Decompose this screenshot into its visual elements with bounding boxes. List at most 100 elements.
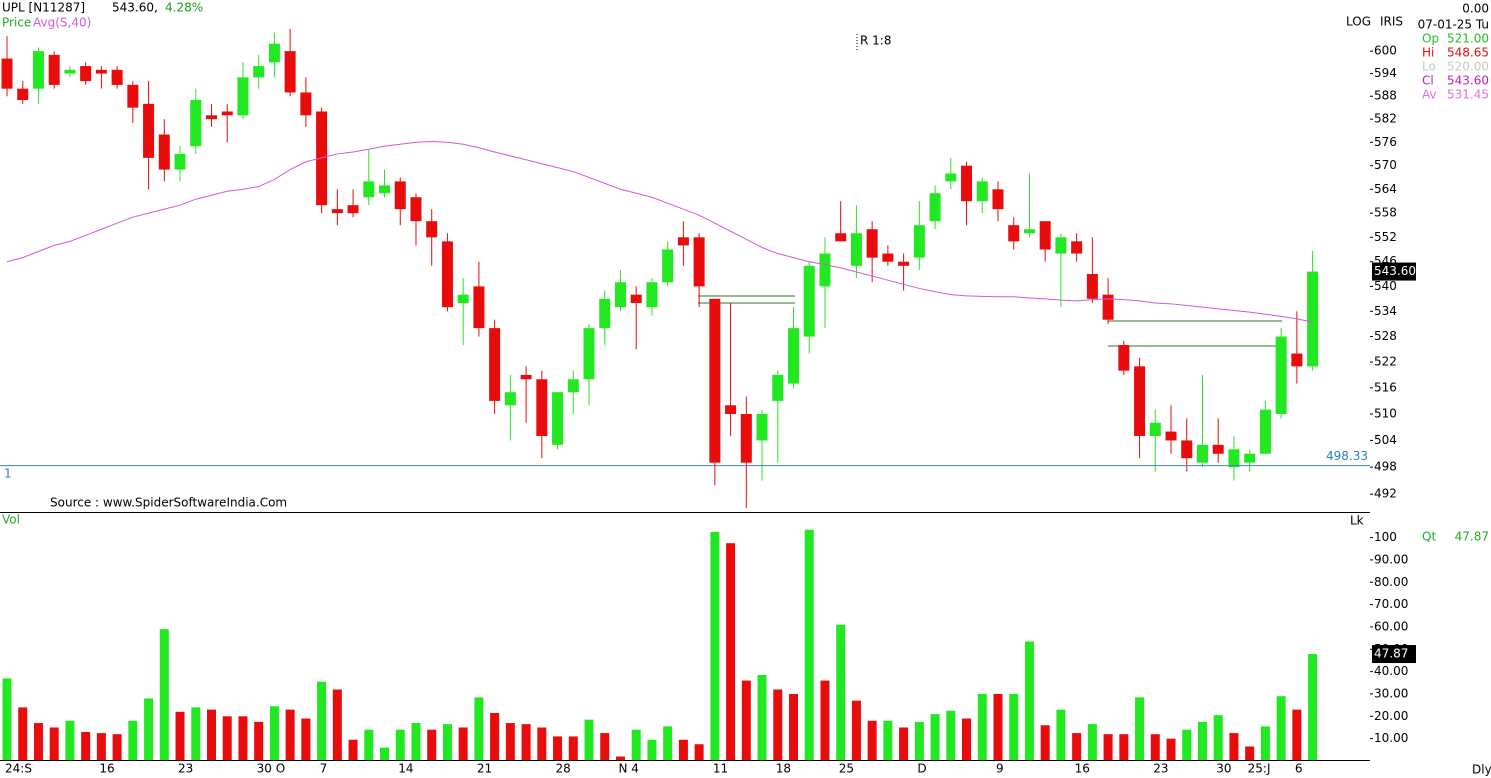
candle-body: [1196, 444, 1208, 463]
ref-index: 1: [4, 467, 12, 481]
volume-bar: [1056, 709, 1066, 760]
candle-body: [32, 51, 44, 89]
y-tick-label: 576: [1374, 135, 1397, 149]
source: Source : www.SpiderSoftwareIndia.Com: [50, 496, 287, 510]
last-price-label: 543.60: [1374, 264, 1416, 278]
x-tick-label: 25:J: [1248, 762, 1271, 776]
volume-bar: [505, 723, 515, 760]
y-tick-label: 594: [1374, 66, 1397, 80]
volume-bar: [175, 711, 185, 760]
candle-body: [709, 298, 721, 463]
candle-body: [1039, 221, 1051, 250]
volume-bar: [411, 723, 421, 760]
info-date: 07-01-25 Tu: [1418, 18, 1489, 32]
info-name: Cl: [1422, 74, 1434, 88]
y-tick-label: 40.00: [1374, 664, 1408, 678]
volume-bar: [128, 720, 138, 760]
volume-bar: [1197, 721, 1207, 760]
volume-bar: [1229, 733, 1239, 760]
volume-bar: [269, 706, 279, 760]
candle-body: [866, 229, 878, 258]
y-tick-label: 504: [1374, 433, 1397, 447]
volume-bar: [1009, 693, 1019, 760]
volume-bar: [1245, 746, 1255, 760]
candle-body: [992, 189, 1004, 210]
candle-body: [835, 233, 847, 242]
volume-bar: [1308, 654, 1318, 760]
y-tick-label: 558: [1374, 206, 1397, 220]
candle-body: [1244, 453, 1256, 463]
legend-entry: Avg(S,40): [33, 16, 91, 30]
candle-body: [882, 253, 894, 262]
volume-bar: [442, 724, 452, 760]
reference-label: 498.33: [1326, 449, 1368, 463]
last-volume-box: [1372, 645, 1416, 664]
x-tick-label: 16: [99, 762, 114, 776]
volume-bar: [1260, 726, 1270, 760]
volume-bar: [820, 680, 830, 760]
candle-body: [379, 185, 391, 194]
volume-bar: [96, 733, 106, 760]
volume-bar: [490, 712, 500, 760]
candle-body: [17, 88, 29, 101]
candle-body: [1071, 241, 1083, 254]
volume-bar: [1040, 725, 1050, 760]
volume-bar: [946, 710, 956, 760]
x-tick-label: 7: [320, 762, 328, 776]
candle-body: [756, 414, 768, 441]
volume-bar: [914, 721, 924, 760]
period-label: Dly: [1472, 763, 1491, 777]
volume-bar: [694, 744, 704, 760]
volume-title: Vol: [2, 513, 20, 527]
volume-bar: [112, 734, 122, 760]
volume-bar: [930, 714, 940, 760]
volume-bar: [726, 543, 736, 760]
candle-body: [929, 193, 941, 222]
candle-body: [599, 298, 611, 329]
qty-label: Qt: [1422, 530, 1436, 544]
candle-body: [410, 197, 422, 222]
volume-bar: [1213, 715, 1223, 760]
volume-bar: [1135, 697, 1145, 760]
volume-bar: [33, 723, 43, 760]
volume-bar: [1276, 696, 1286, 760]
y-tick-label: 510: [1374, 407, 1397, 421]
x-tick-label: 6: [1295, 762, 1303, 776]
volume-bar: [1292, 709, 1302, 760]
candle-body: [205, 115, 217, 120]
candle-body: [536, 379, 548, 437]
symbol-title: UPL [N11287]: [2, 1, 85, 15]
volume-bar: [191, 707, 201, 760]
volume-bar: [81, 731, 91, 760]
volume-bar: [851, 700, 861, 760]
info-value: 0.00: [1462, 2, 1489, 16]
candle-body: [80, 66, 92, 82]
y-tick-label: 492: [1374, 487, 1397, 501]
y-tick-label: 570: [1374, 158, 1397, 172]
volume-bar: [332, 689, 342, 760]
y-tick-label: 552: [1374, 230, 1397, 244]
volume-bar: [836, 624, 846, 760]
candle-body: [1228, 449, 1240, 468]
candle-body: [567, 379, 579, 393]
last-volume-label: 47.87: [1374, 647, 1408, 661]
info-value: 520.00: [1447, 60, 1489, 74]
candle-body: [1212, 444, 1224, 454]
candle-body: [583, 328, 595, 380]
volume-bar: [301, 718, 311, 760]
volume-bar: [458, 727, 468, 760]
candle-body: [662, 249, 674, 283]
candle-body: [268, 43, 280, 63]
x-tick-label: 21: [477, 762, 492, 776]
candle-body: [457, 294, 469, 303]
y-tick-label: 516: [1374, 380, 1397, 394]
volume-bar: [474, 697, 484, 760]
candle-body: [898, 261, 910, 266]
volume-bar: [222, 716, 232, 760]
candle-body: [740, 414, 752, 463]
candle-body: [1008, 225, 1020, 242]
info-name: Hi: [1422, 46, 1434, 60]
candle-body: [64, 69, 76, 74]
x-tick-label: 30: [1216, 762, 1231, 776]
